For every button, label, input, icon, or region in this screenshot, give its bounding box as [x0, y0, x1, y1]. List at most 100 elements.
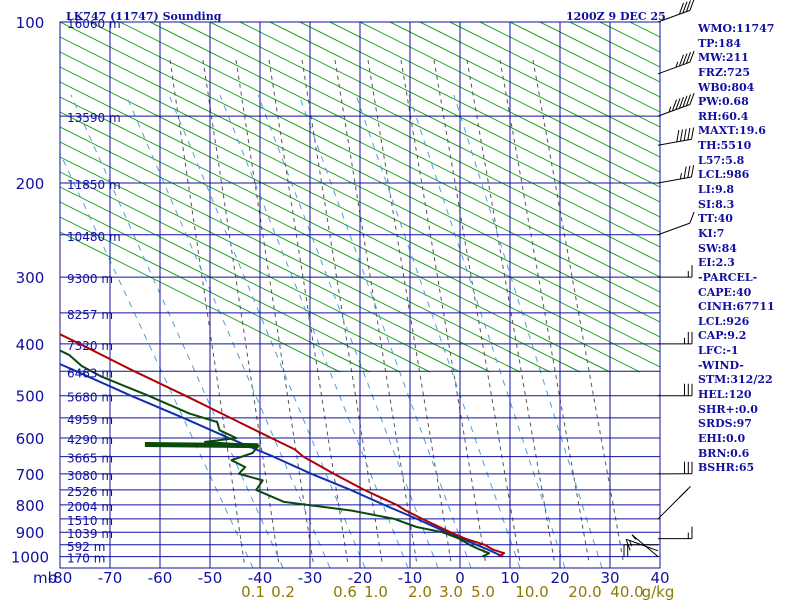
wind-barb-flag: [679, 173, 682, 180]
wind-barb-flag: [689, 50, 695, 63]
index-item: CAPE:40: [698, 285, 752, 299]
index-item: HEL:120: [698, 388, 752, 402]
wind-barb: [657, 93, 695, 117]
moist-adiabat: [235, 59, 314, 565]
index-item: FRZ:725: [698, 65, 751, 79]
mixing-ratio-label: g/kg: [642, 583, 675, 600]
wind-barb: [657, 331, 693, 345]
wind-barb-flag: [685, 52, 691, 64]
dry-adiabat: [60, 141, 521, 373]
wind-barb-flag: [687, 128, 691, 141]
pressure-tick-label: 200: [16, 175, 45, 193]
wind-barb-flag: [687, 165, 691, 178]
temperature-tick-label: 30: [600, 569, 619, 587]
mixing-ratio-label: 0.1: [241, 583, 265, 600]
pressure-unit-label: mb: [33, 569, 57, 587]
wind-barb-flag: [676, 130, 680, 142]
height-tick-label: 7320 m: [67, 339, 113, 353]
index-item: EHI:0.0: [698, 431, 746, 445]
dry-adiabat: [179, 22, 660, 263]
mixing-ratio-label: 1.0: [364, 583, 388, 600]
wind-barb-staff: [657, 222, 691, 236]
height-tick-label: 3080 m: [67, 469, 113, 483]
wind-barb-flag: [678, 54, 684, 67]
height-tick-label: 8257 m: [67, 308, 113, 322]
index-item: BSHR:65: [698, 461, 755, 475]
mixing-ratio-label: 20.0: [568, 583, 601, 600]
dry-adiabat: [60, 186, 431, 373]
wind-barb: [623, 544, 659, 557]
dry-adiabat: [539, 22, 660, 83]
dewpoint-profile: [60, 349, 491, 558]
wind-barb-flag: [689, 211, 695, 224]
index-item: SI:8.3: [698, 197, 735, 211]
index-item: CAP:9.2: [698, 329, 747, 343]
wind-barb-flag: [685, 94, 691, 106]
height-tick-label: 2526 m: [67, 485, 113, 499]
index-item: KI:7: [698, 226, 725, 240]
index-item: PW:0.68: [698, 95, 749, 109]
dry-adiabat: [269, 22, 660, 218]
index-item: -WIND-: [698, 358, 744, 372]
plot-frame: [59, 21, 661, 569]
temperature-tick-label: 0: [455, 569, 465, 587]
height-tick-label: 10480 m: [67, 230, 121, 244]
index-item: STM:312/22: [698, 373, 773, 387]
wind-barb: [657, 50, 695, 75]
wind-barb: [657, 486, 691, 520]
index-item: TH:5510: [698, 139, 752, 153]
index-item: TP:184: [698, 36, 742, 50]
mixing-ratio-label: 3.0: [439, 583, 463, 600]
height-tick-label: 1039 m: [67, 527, 113, 541]
height-tick-label: 170 m: [67, 552, 105, 566]
pressure-tick-label: 600: [16, 430, 45, 448]
profiles: [60, 333, 506, 558]
height-tick-label: 1510 m: [67, 514, 113, 528]
wind-barb: [657, 127, 695, 146]
index-item: WB0:804: [698, 80, 755, 94]
height-tick-label: 13590 m: [67, 111, 121, 125]
moist-adiabat: [169, 59, 245, 565]
index-item: LCL:986: [698, 168, 750, 182]
index-item: CINH:67711: [698, 300, 775, 314]
dewpoint-spike: [144, 442, 259, 449]
temperature-tick-label: 20: [550, 569, 569, 587]
temperature-tick-label: -80: [48, 569, 73, 587]
wind-barb-staff: [657, 176, 692, 184]
temperature-tick-label: -20: [348, 569, 373, 587]
index-item: LCL:926: [698, 314, 750, 328]
wind-barb-flag: [689, 0, 695, 11]
index-item: L57:5.8: [698, 153, 745, 167]
wind-barbs: [623, 0, 695, 558]
index-item: MW:211: [698, 51, 749, 65]
wind-barb-flag: [682, 1, 688, 14]
wind-barb-flag: [683, 166, 687, 179]
station-title: LK747 (11747) Sounding: [66, 10, 222, 23]
dry-adiabat: [60, 216, 371, 373]
wind-barb: [657, 0, 695, 23]
mixing-ratio-line: [408, 94, 566, 568]
pressure-tick-label: 900: [16, 524, 45, 542]
pressure-tick-label: 700: [16, 466, 45, 484]
mixing-ratio-label: 0.2: [271, 583, 295, 600]
index-item: SRDS:97: [698, 417, 752, 431]
wind-barb: [657, 526, 693, 540]
moist-adiabat: [268, 59, 349, 565]
height-tick-label: 2004 m: [67, 500, 113, 514]
pressure-tick-label: 1000: [11, 549, 49, 567]
index-item: EI:2.3: [698, 256, 735, 270]
mixing-ratio-label: 0.6: [333, 583, 357, 600]
temperature-tick-label: 10: [500, 569, 519, 587]
wind-barb-staff: [657, 138, 692, 146]
mixing-ratio-line: [453, 94, 603, 568]
height-tick-label: 6463 m: [67, 366, 113, 380]
pressure-tick-label: 500: [16, 388, 45, 406]
index-item: LI:9.8: [698, 183, 735, 197]
wind-barb-flag: [679, 129, 683, 142]
dry-adiabat: [449, 22, 660, 128]
dry-adiabat: [509, 22, 660, 98]
height-tick-label: 4290 m: [67, 433, 113, 447]
sounding-time: 1200Z 9 DEC 25: [566, 10, 666, 23]
